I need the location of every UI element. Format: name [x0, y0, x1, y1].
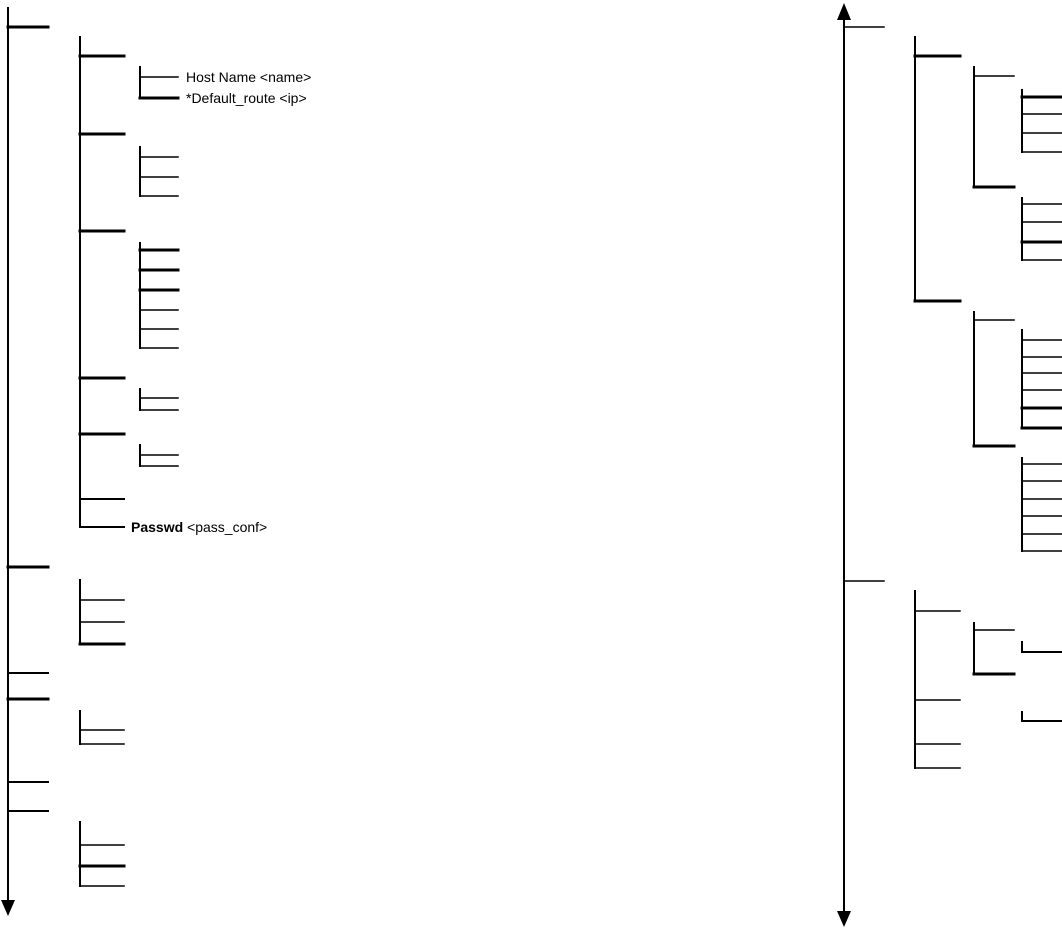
right-trunk-arrowhead-top	[837, 3, 851, 20]
passwd-keyword: Passwd	[131, 519, 183, 535]
right-level4-stub	[1021, 711, 1062, 722]
right-tree	[837, 3, 1062, 927]
left-trunk-arrowhead	[1, 900, 15, 916]
default-route-label: *Default_route <ip>	[186, 90, 307, 106]
passwd-argument: <pass_conf>	[183, 519, 267, 535]
left-tree	[1, 7, 180, 916]
passwd-label: Passwd <pass_conf>	[131, 519, 267, 535]
right-level4-stub	[1021, 641, 1062, 653]
host-name-label: Host Name <name>	[186, 69, 311, 85]
left-tree-labels: Host Name <name> *Default_route <ip> Pas…	[131, 69, 311, 535]
right-trunk-arrowhead-bottom	[837, 911, 851, 927]
